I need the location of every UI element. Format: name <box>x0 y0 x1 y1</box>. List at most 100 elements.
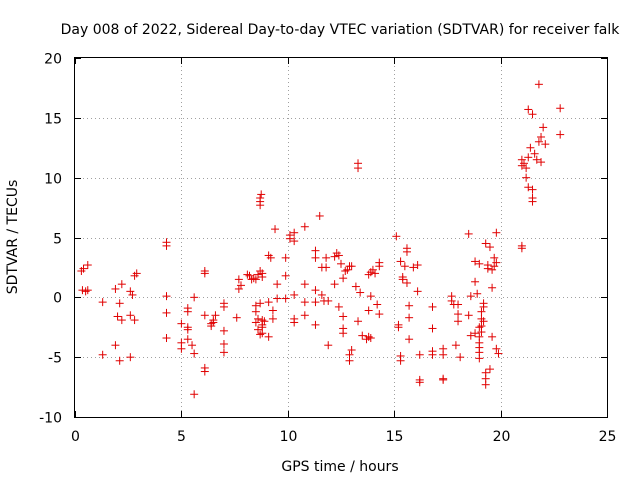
x-tick-labels: 0 5 10 15 20 25 <box>71 429 616 445</box>
data-point <box>532 155 541 164</box>
x-tick-label: 5 <box>177 429 186 445</box>
data-point <box>471 277 480 286</box>
x-tick-label: 10 <box>280 429 298 445</box>
data-point <box>356 288 365 297</box>
x-tick-label: 0 <box>71 429 80 445</box>
data-point <box>113 312 122 321</box>
data-point <box>464 311 473 320</box>
data-point <box>290 290 299 299</box>
data-point <box>162 292 171 301</box>
data-point <box>219 302 228 311</box>
data-point <box>324 341 333 350</box>
data-point <box>428 324 437 333</box>
data-point <box>490 262 499 271</box>
data-point <box>311 246 320 255</box>
data-point <box>315 211 324 220</box>
data-point <box>117 280 126 289</box>
data-point <box>334 302 343 311</box>
data-point <box>281 253 290 262</box>
y-tick-label: 0 <box>53 291 62 307</box>
data-point <box>375 310 384 319</box>
data-point <box>339 274 348 283</box>
data-point <box>481 239 490 248</box>
data-point <box>520 159 529 168</box>
data-point <box>439 375 448 384</box>
data-point <box>83 261 92 270</box>
data-point <box>330 252 339 261</box>
data-point <box>524 153 533 162</box>
data-point <box>111 341 120 350</box>
grid <box>75 58 607 417</box>
data-point <box>347 345 356 354</box>
data-point <box>254 325 263 334</box>
plot-frame <box>74 57 608 418</box>
data-point <box>264 298 273 307</box>
data-point <box>132 269 141 278</box>
data-point <box>290 228 299 237</box>
data-point <box>256 299 265 308</box>
data-point <box>464 229 473 238</box>
data-point <box>183 335 192 344</box>
data-point <box>245 271 254 280</box>
data-point <box>405 301 414 310</box>
data-point <box>528 110 537 119</box>
data-point <box>454 317 463 326</box>
data-point <box>234 284 243 293</box>
data-point <box>334 251 343 260</box>
data-point <box>219 340 228 349</box>
data-point <box>190 349 199 358</box>
data-point <box>537 158 546 167</box>
data-point <box>517 155 526 164</box>
data-point <box>200 267 209 276</box>
data-point <box>343 265 352 274</box>
data-point <box>254 270 263 279</box>
data-point <box>364 332 373 341</box>
data-point <box>281 271 290 280</box>
data-point <box>400 262 409 271</box>
data-point <box>492 344 501 353</box>
data-point <box>375 258 384 267</box>
data-point <box>485 365 494 374</box>
data-point <box>479 302 488 311</box>
data-point <box>311 286 320 295</box>
data-point <box>249 274 258 283</box>
data-point <box>162 334 171 343</box>
data-point <box>339 329 348 338</box>
data-point <box>409 263 418 272</box>
data-point <box>317 290 326 299</box>
data-point <box>528 197 537 206</box>
data-point <box>258 329 267 338</box>
data-point <box>541 140 550 149</box>
data-point <box>243 270 252 279</box>
data-point <box>300 222 309 231</box>
data-point <box>183 325 192 334</box>
y-tick-label: 5 <box>53 232 62 248</box>
data-point <box>454 300 463 309</box>
data-point <box>473 289 482 298</box>
data-point <box>236 281 245 290</box>
data-point <box>413 287 422 296</box>
data-point <box>528 185 537 194</box>
data-point <box>256 330 265 339</box>
x-axis-label: GPS time / hours <box>281 459 398 475</box>
data-point <box>485 243 494 252</box>
data-point <box>251 275 260 284</box>
data-point <box>524 183 533 192</box>
data-point <box>402 278 411 287</box>
data-points <box>77 80 565 399</box>
data-point <box>200 311 209 320</box>
data-point <box>347 262 356 271</box>
data-point <box>373 300 382 309</box>
data-point <box>428 302 437 311</box>
data-point <box>117 316 126 325</box>
data-point <box>475 259 484 268</box>
data-point <box>79 264 88 273</box>
data-point <box>256 201 265 210</box>
data-point <box>126 287 135 296</box>
data-point <box>522 173 531 182</box>
data-point <box>324 296 333 305</box>
data-point <box>300 298 309 307</box>
data-point <box>351 282 360 291</box>
data-point <box>413 261 422 270</box>
data-point <box>345 356 354 365</box>
